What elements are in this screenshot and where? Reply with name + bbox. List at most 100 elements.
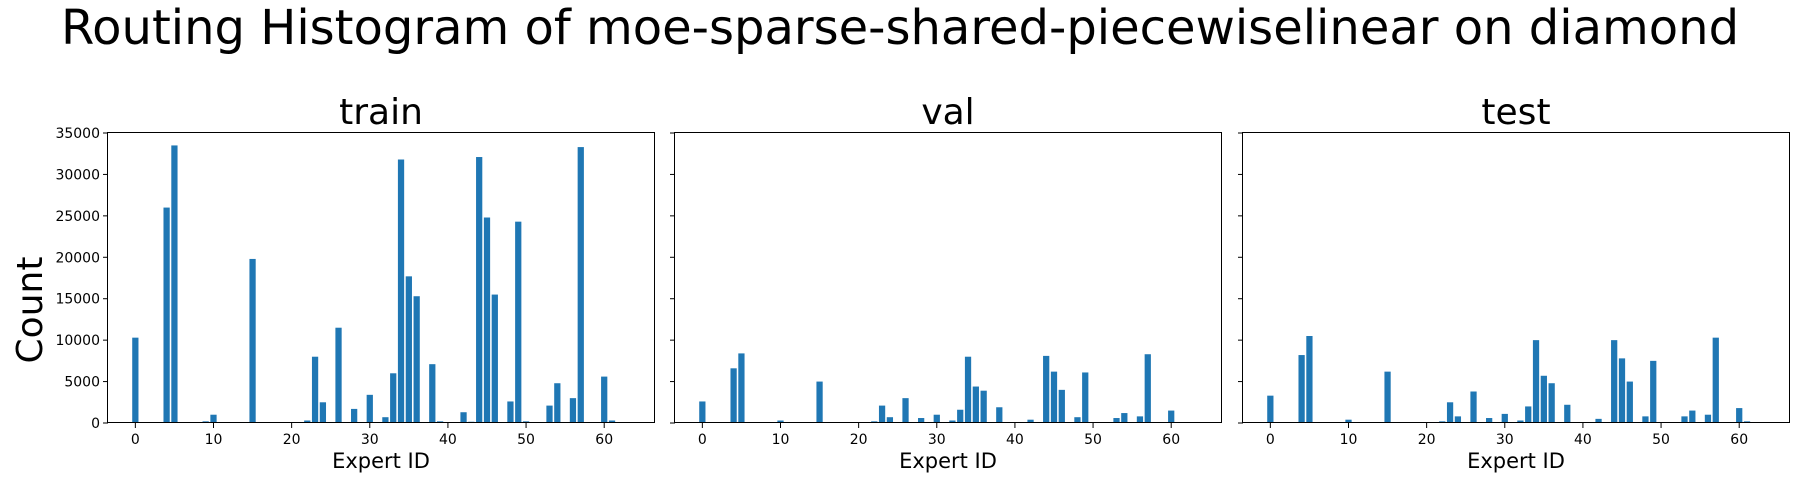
val-bar-expert-36 [980, 390, 987, 423]
test-x-tick-label: 30 [1496, 432, 1514, 448]
val-x-tick-label: 60 [1162, 432, 1180, 448]
test-bar-expert-36 [1548, 383, 1555, 423]
train-y-tick-label: 15000 [55, 292, 100, 308]
test-bar-expert-42 [1595, 418, 1602, 423]
train-y-tick-label: 5000 [64, 375, 100, 391]
train-bar-expert-36 [413, 296, 420, 423]
val-bar-expert-44 [1043, 355, 1050, 423]
train-bar-expert-34 [397, 159, 405, 423]
val-bar-expert-23 [878, 405, 886, 423]
val-bar-expert-33 [957, 409, 964, 423]
train-bar-expert-24 [319, 402, 327, 423]
train-plot-frame [107, 132, 655, 423]
test-x-tick-label: 40 [1574, 432, 1592, 448]
test-bar-expert-49 [1650, 360, 1657, 423]
test-panel: test Expert ID 0 10 20 30 40 50 60 [1238, 92, 1790, 473]
train-x-tick-label: 10 [205, 432, 223, 448]
train-y-tick-label: 20000 [55, 250, 100, 266]
figure-title: Routing Histogram of moe-sparse-shared-p… [61, 0, 1739, 56]
val-bar-expert-30 [933, 414, 940, 423]
val-bar-expert-0 [699, 401, 706, 423]
test-bar-expert-4 [1298, 355, 1305, 423]
train-x-tick-label: 0 [131, 432, 140, 448]
test-x-tick-label: 60 [1730, 432, 1748, 448]
test-bars [1267, 336, 1751, 423]
val-x-tick-label: 20 [850, 432, 868, 448]
train-x-tick-label: 20 [283, 432, 301, 448]
test-bar-expert-44 [1611, 340, 1618, 423]
test-x-tick-label: 20 [1418, 432, 1436, 448]
val-bar-expert-60 [1168, 410, 1175, 423]
train-x-tick-label: 50 [517, 432, 535, 448]
train-x-axis-label: Expert ID [332, 449, 430, 473]
val-bar-expert-38 [996, 407, 1003, 423]
test-bar-expert-15 [1384, 371, 1391, 423]
test-x-tick-label: 50 [1652, 432, 1670, 448]
test-x-axis-label: Expert ID [1467, 449, 1565, 473]
val-bar-expert-15 [816, 381, 823, 423]
val-bar-expert-4 [730, 368, 737, 423]
train-bar-expert-23 [311, 356, 319, 423]
val-bar-expert-53 [1113, 418, 1120, 423]
train-bar-expert-56 [569, 398, 577, 423]
train-y-tick-label: 10000 [55, 333, 100, 349]
test-bar-expert-53 [1681, 416, 1688, 423]
y-axis-label: Count [10, 257, 51, 364]
test-bar-expert-38 [1564, 404, 1571, 423]
test-bar-expert-57 [1712, 337, 1719, 423]
val-bar-expert-56 [1136, 416, 1144, 423]
val-x-tick-label: 40 [1006, 432, 1024, 448]
train-bar-expert-33 [390, 373, 397, 423]
train-bar-expert-10 [210, 414, 217, 423]
test-bar-expert-28 [1486, 418, 1493, 423]
test-x-tick-label: 10 [1340, 432, 1358, 448]
train-bar-expert-32 [382, 417, 389, 423]
val-bar-expert-48 [1074, 417, 1081, 423]
val-bar-expert-32 [949, 420, 956, 423]
test-x-tick-label: 0 [1266, 432, 1275, 448]
test-bar-expert-24 [1454, 416, 1462, 423]
val-bar-expert-28 [918, 418, 925, 423]
test-panel-title: test [1481, 92, 1550, 133]
train-y-tick-label: 0 [91, 416, 100, 432]
test-bar-expert-35 [1540, 375, 1547, 423]
val-bar-expert-42 [1027, 419, 1034, 423]
train-y-tick-label: 35000 [55, 126, 100, 142]
test-ticks: 0 10 20 30 40 50 60 [1238, 132, 1748, 448]
train-bar-expert-45 [483, 217, 491, 423]
train-bar-expert-53 [546, 405, 553, 423]
train-bars [132, 145, 616, 423]
val-bar-expert-34 [964, 356, 972, 423]
val-bar-expert-5 [738, 353, 745, 423]
val-bars [699, 353, 1183, 423]
train-bar-expert-38 [429, 364, 436, 423]
train-bar-expert-26 [335, 327, 342, 423]
test-bar-expert-54 [1689, 410, 1696, 423]
test-bar-expert-34 [1532, 340, 1540, 423]
train-panel: train Expert ID 0 10 20 30 40 50 60 0 5000 10000 1… [55, 92, 655, 473]
test-bar-expert-33 [1525, 406, 1532, 423]
val-bar-expert-57 [1144, 354, 1151, 423]
train-bar-expert-54 [554, 383, 561, 423]
train-bar-expert-46 [491, 294, 498, 423]
val-x-tick-label: 30 [928, 432, 946, 448]
val-bar-expert-46 [1058, 389, 1065, 423]
train-bar-expert-42 [460, 412, 467, 423]
train-x-tick-label: 30 [361, 432, 379, 448]
test-bar-expert-46 [1626, 381, 1633, 423]
train-x-tick-label: 40 [439, 432, 457, 448]
val-bar-expert-49 [1082, 372, 1089, 423]
test-bar-expert-60 [1736, 408, 1743, 423]
val-plot-frame [674, 132, 1222, 423]
val-bar-expert-10 [777, 420, 784, 423]
test-bar-expert-32 [1517, 420, 1524, 423]
val-x-tick-label: 0 [698, 432, 707, 448]
test-bar-expert-48 [1642, 416, 1649, 423]
train-y-tick-label: 25000 [55, 209, 100, 225]
val-bar-expert-26 [902, 398, 909, 423]
val-bar-expert-35 [972, 386, 979, 423]
train-bar-expert-48 [507, 401, 514, 423]
train-bar-expert-57 [577, 147, 584, 423]
val-bar-expert-24 [886, 417, 894, 423]
